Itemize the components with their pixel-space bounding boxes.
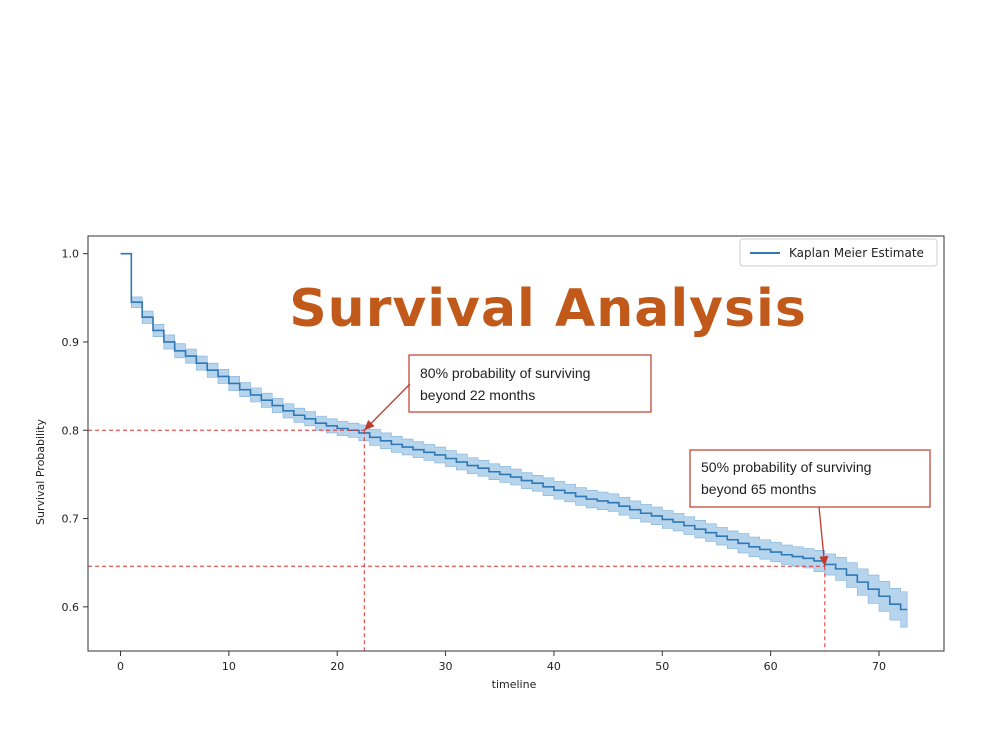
arrow-80-shaft xyxy=(363,383,411,431)
x-tick-label-0: 0 xyxy=(117,660,124,673)
plot-frame xyxy=(87,235,945,652)
x-tick-label-4: 40 xyxy=(547,660,561,673)
legend: Kaplan Meier Estimate xyxy=(739,238,938,267)
annotation-50: 50% probability of surviving beyond 65 m… xyxy=(689,449,931,508)
annotation-arrows xyxy=(363,383,829,567)
annotation-50-line-1: 50% probability of surviving xyxy=(701,459,871,475)
series-kaplan-meier-line xyxy=(120,252,908,611)
arrow-80-head xyxy=(364,419,375,431)
x-tick-label-5: 50 xyxy=(655,660,669,673)
annotation-80-line-1: 80% probability of surviving xyxy=(420,365,590,381)
x-tick-label-3: 30 xyxy=(439,660,453,673)
annotation-80: 80% probability of surviving beyond 22 m… xyxy=(408,354,652,413)
x-tick-label-7: 70 xyxy=(872,660,886,673)
x-tick-label-1: 10 xyxy=(222,660,236,673)
plot-layer xyxy=(88,252,908,651)
arrow-50-head xyxy=(819,555,829,567)
x-axis-label: timeline xyxy=(492,678,537,691)
annotation-50-line-2: beyond 65 months xyxy=(701,481,816,497)
annotation-80-line-2: beyond 22 months xyxy=(420,387,535,403)
y-axis: 0.6 0.7 0.8 0.9 1.0 xyxy=(62,248,88,614)
legend-box xyxy=(739,238,938,267)
x-tick-label-2: 20 xyxy=(330,660,344,673)
y-axis-label: Survival Probability xyxy=(34,419,47,525)
y-tick-label-0: 0.6 xyxy=(62,601,80,614)
annotation-80-box xyxy=(408,354,652,413)
x-axis: 0 10 20 30 40 50 60 70 xyxy=(117,651,886,673)
y-tick-label-1: 0.7 xyxy=(62,513,80,526)
x-tick-label-6: 60 xyxy=(764,660,778,673)
y-tick-label-3: 0.9 xyxy=(62,336,80,349)
legend-label: Kaplan Meier Estimate xyxy=(789,246,924,260)
chart-title: Survival Analysis xyxy=(289,279,807,339)
annotation-50-box xyxy=(689,449,931,508)
y-tick-label-4: 1.0 xyxy=(62,248,80,261)
y-tick-label-2: 0.8 xyxy=(62,424,80,437)
